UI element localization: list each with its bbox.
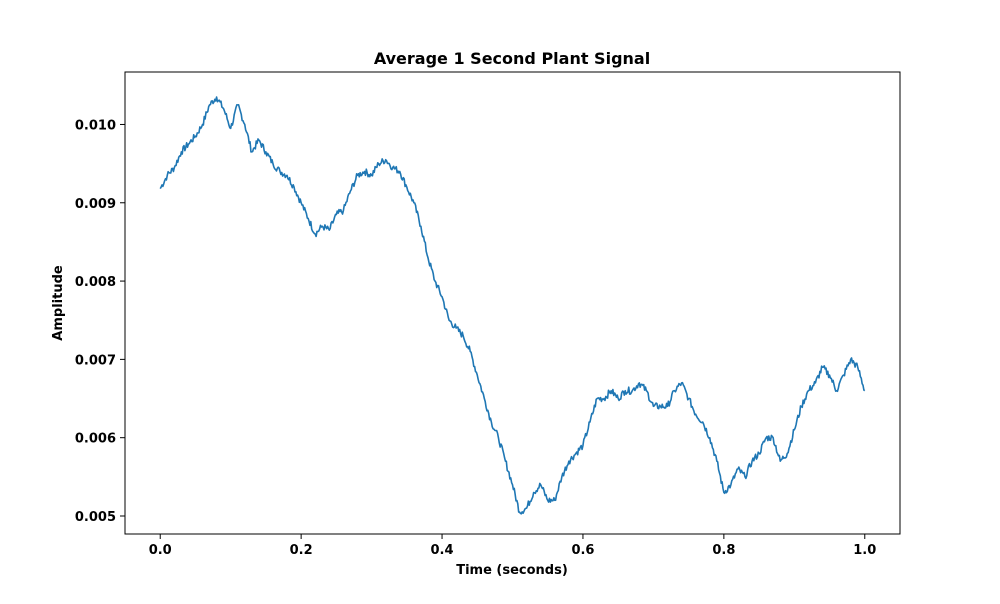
x-tick-label: 0.0 [149,543,172,558]
x-tick-label: 0.4 [431,543,454,558]
y-axis: 0.005 0.006 0.007 0.008 0.009 0.010 [75,118,125,525]
plot-area [159,96,866,515]
x-tick-label: 0.2 [290,543,313,558]
x-axis-label: Time (seconds) [456,563,568,578]
x-tick-label: 1.0 [853,543,876,558]
y-tick-label: 0.008 [75,275,116,290]
series-line [159,96,866,515]
x-axis: 0.0 0.2 0.4 0.6 0.8 1.0 [149,534,876,558]
x-tick-label: 0.8 [712,543,735,558]
x-tick-label: 0.6 [571,543,594,558]
y-tick-label: 0.010 [75,118,116,133]
axes-frame [124,71,901,535]
y-tick-label: 0.005 [75,510,116,525]
y-tick-label: 0.006 [75,432,116,447]
y-tick-label: 0.009 [75,197,116,212]
y-axis-label: Amplitude [51,265,66,341]
y-tick-label: 0.007 [75,353,116,368]
chart-title: Average 1 Second Plant Signal [374,49,650,68]
